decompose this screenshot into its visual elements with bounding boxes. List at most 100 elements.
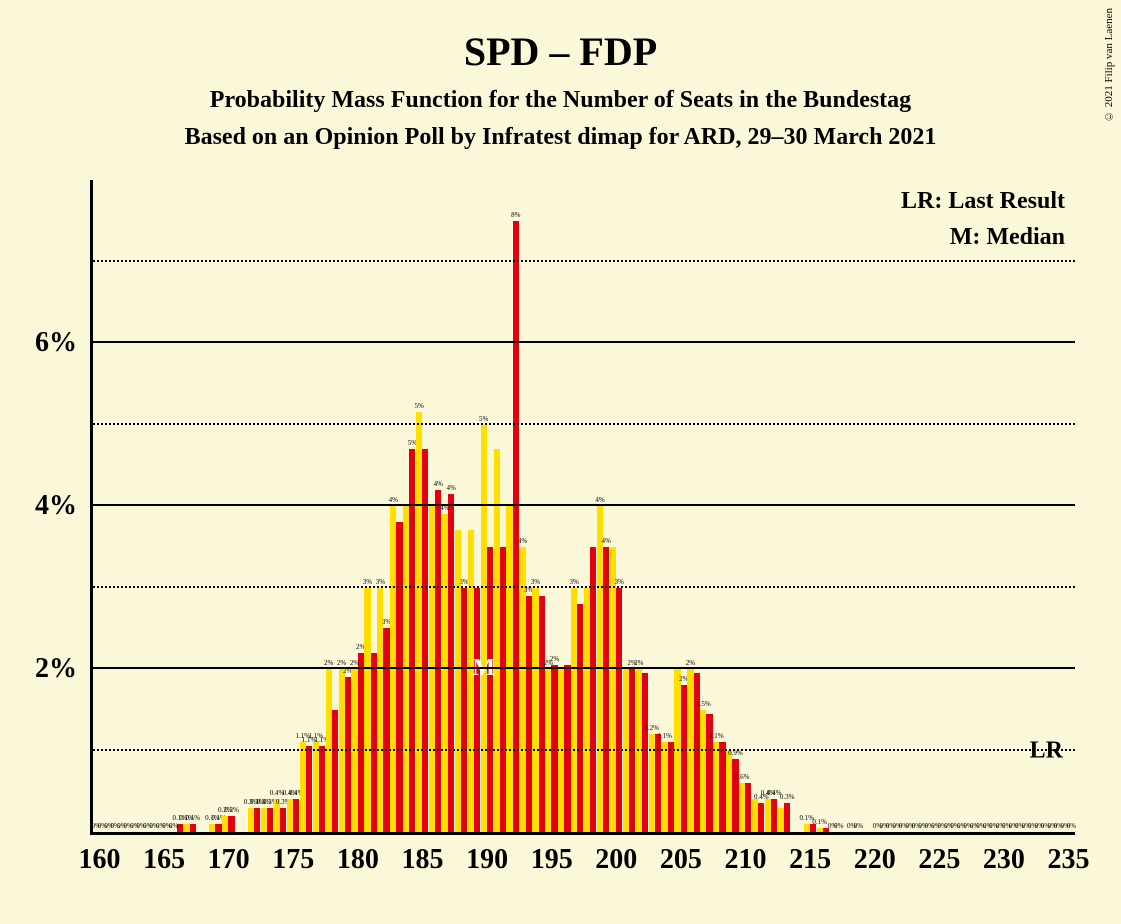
bar-red (383, 628, 389, 832)
bar-value-label: 0.6% (735, 773, 750, 781)
y-axis-label: 2% (35, 653, 77, 685)
bar-value-label: 1.1% (709, 732, 724, 740)
bar-value-label: 1.1% (657, 732, 672, 740)
gridline (93, 504, 1075, 506)
bar-red (345, 677, 351, 832)
bar-value-label: 3% (570, 578, 579, 586)
bar-value-label: 3% (531, 578, 540, 586)
bar-red (603, 547, 609, 832)
bar-value-label: 2% (324, 659, 333, 667)
bar-red (358, 653, 364, 832)
bar-red (254, 808, 260, 832)
gridline-minor (93, 586, 1075, 588)
bar-value-label: 0.2% (224, 806, 239, 814)
bar-value-label: 2% (350, 659, 359, 667)
bar-red (293, 799, 299, 832)
bar-red (577, 604, 583, 832)
bar-value-label: 4% (602, 537, 611, 545)
bar-red (500, 547, 506, 832)
bar-red (371, 653, 377, 832)
bar-red (719, 742, 725, 832)
bar-red (513, 221, 519, 832)
bar-value-label: 4% (446, 484, 455, 492)
bar-value-label: 3% (614, 578, 623, 586)
bar-red (539, 596, 545, 832)
bar-red (784, 803, 790, 832)
x-axis-label: 160 (78, 844, 120, 876)
bar-red (642, 673, 648, 832)
bar-value-label: 2% (634, 659, 643, 667)
bar-value-label: 0.1% (185, 814, 200, 822)
bar-value-label: 1.5% (696, 700, 711, 708)
gridline-minor (93, 749, 1075, 751)
bar-value-label: 5% (479, 415, 488, 423)
chart-subtitle-2: Based on an Opinion Poll by Infratest di… (0, 124, 1121, 151)
x-axis-label: 190 (466, 844, 508, 876)
bar-red (435, 490, 441, 832)
bar-red (228, 816, 234, 832)
chart-subtitle-1: Probability Mass Function for the Number… (0, 87, 1121, 114)
x-axis-label: 175 (272, 844, 314, 876)
bar-red (526, 596, 532, 832)
bars-container: 0%0%0%0%0%0%0%0%0%0%0%0%0%0.1%0.1%0.1%0.… (93, 180, 1075, 832)
x-axis-labels: 1601651701751801851901952002052102152202… (90, 844, 1075, 884)
chart-title: SPD – FDP (0, 28, 1121, 75)
bar-value-label: 3% (363, 578, 372, 586)
x-axis-label: 195 (531, 844, 573, 876)
x-axis-label: 205 (660, 844, 702, 876)
bar-red (745, 783, 751, 832)
bar-red (758, 803, 764, 832)
x-axis-label: 185 (401, 844, 443, 876)
x-axis-label: 235 (1048, 844, 1090, 876)
bar-red (319, 746, 325, 832)
bar-red (190, 824, 196, 832)
bar-value-label: 0% (854, 822, 863, 830)
title-block: SPD – FDP Probability Mass Function for … (0, 0, 1121, 151)
bar-red (409, 449, 415, 832)
bar-value-label: 0% (1067, 822, 1076, 830)
bar-red (280, 808, 286, 832)
bar-red (396, 522, 402, 832)
copyright-text: © 2021 Filip van Laenen (1103, 8, 1115, 122)
bar-red (332, 710, 338, 832)
bar-value-label: 4% (518, 537, 527, 545)
bar-red (616, 588, 622, 833)
bar-value-label: 0.3% (780, 793, 795, 801)
bar-value-label: 2% (686, 659, 695, 667)
bar-value-label: 8% (511, 211, 520, 219)
x-axis-label: 215 (789, 844, 831, 876)
bar-red (306, 746, 312, 832)
bar-value-label: 0.1% (812, 818, 827, 826)
x-axis-label: 220 (854, 844, 896, 876)
x-axis-label: 200 (595, 844, 637, 876)
bar-value-label: 2% (337, 659, 346, 667)
bar-red (694, 673, 700, 832)
bar-value-label: 1.2% (644, 724, 659, 732)
bar-red (590, 547, 596, 832)
bar-value-label: 4% (389, 496, 398, 504)
bar-value-label: 0% (834, 822, 843, 830)
bar-red (461, 588, 467, 833)
bar-red (629, 669, 635, 832)
x-axis-label: 225 (918, 844, 960, 876)
y-axis-label: 6% (35, 327, 77, 359)
bar-red (448, 494, 454, 832)
bar-value-label: 3% (376, 578, 385, 586)
bar-red (422, 449, 428, 832)
bar-value-label: 0% (169, 822, 178, 830)
x-axis-label: 210 (725, 844, 767, 876)
bar-red (487, 547, 493, 832)
x-axis (90, 832, 1075, 835)
bar-red (474, 588, 480, 833)
bar-value-label: 4% (595, 496, 604, 504)
bar-red (668, 742, 674, 832)
bar-red (681, 685, 687, 832)
x-axis-label: 170 (208, 844, 250, 876)
bar-value-label: 4% (434, 480, 443, 488)
bar-red (215, 824, 221, 832)
x-axis-label: 230 (983, 844, 1025, 876)
lr-marker: LR (1030, 737, 1063, 764)
y-axis-label: 4% (35, 490, 77, 522)
x-axis-label: 180 (337, 844, 379, 876)
gridline (93, 341, 1075, 343)
